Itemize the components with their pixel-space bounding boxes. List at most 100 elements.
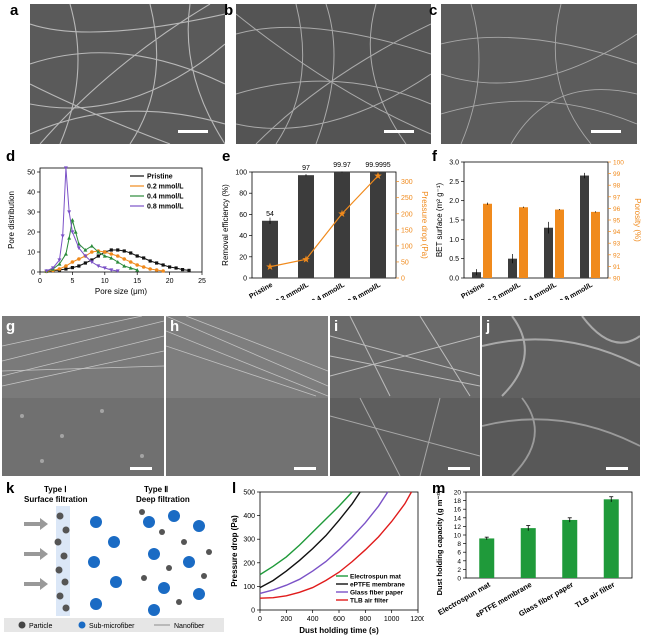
data-point: [103, 250, 107, 254]
legend-nanofiber: Nanofiber: [174, 623, 205, 630]
data-point: [109, 252, 114, 256]
x-tick-label: 0.2 mmol/L: [487, 281, 523, 300]
data-point: [129, 251, 133, 255]
y-tick-label: 8: [457, 541, 461, 548]
data-point: [122, 257, 127, 261]
y-tick-label: 6: [457, 550, 461, 557]
legend-label: 0.8 mmol/L: [147, 204, 184, 211]
y-tick-label: 0: [251, 608, 255, 615]
x-tick-label: 10: [101, 278, 109, 285]
x-tick-label: 0.2 mmol/L: [275, 281, 311, 300]
panel-label-c: c: [429, 2, 438, 19]
bar: [334, 172, 350, 278]
y2-tick-label: 150: [401, 227, 413, 234]
panel-label-b: b: [224, 2, 234, 19]
y2-tick-label: 250: [401, 195, 413, 202]
scale-bar: [294, 467, 316, 470]
data-point: [102, 254, 107, 258]
scale-bar: [448, 467, 470, 470]
type1-title: Type Ⅰ: [44, 485, 67, 494]
sem-image-c: [441, 4, 637, 144]
data-point: [115, 260, 120, 264]
pressure-point: [374, 171, 382, 180]
y-tick-label: 2.5: [449, 179, 459, 186]
series-line: [259, 491, 413, 599]
filtration-schematic: Type Ⅰ Surface filtration Type Ⅱ Deep fi…: [4, 485, 224, 632]
series-line: [46, 167, 118, 272]
data-point: [70, 260, 75, 264]
x-tick-label: 1000: [384, 616, 400, 623]
bar: [603, 499, 619, 578]
x-tick-label: 20: [166, 278, 174, 285]
data-point: [83, 248, 88, 252]
series-line: [259, 491, 361, 589]
y2-tick-label: 200: [401, 211, 413, 218]
bar-bet: [508, 258, 517, 278]
data-point: [50, 266, 55, 270]
data-point: [102, 266, 107, 270]
y-tick-label: 0.5: [449, 256, 459, 263]
x-tick-label: Pristine: [460, 282, 486, 300]
panel-label-k: k: [6, 480, 15, 497]
data-point: [89, 260, 94, 264]
bar: [262, 220, 278, 278]
x-tick-label: 0: [258, 616, 262, 623]
data-point: [115, 269, 120, 273]
data-point: [122, 249, 126, 253]
x-tick-label: 600: [333, 616, 345, 623]
y-tick-label: 1.5: [449, 218, 459, 225]
x-tick-label: 0.4 mmol/L: [311, 281, 347, 300]
data-point: [128, 260, 133, 264]
y-axis-label: Dust holding capacity (g m⁻²): [435, 490, 444, 595]
legend-label: TLB air filter: [350, 598, 389, 605]
data-point: [77, 264, 81, 268]
bar-bet: [544, 227, 553, 278]
legend-label: 0.4 mmol/L: [147, 194, 184, 201]
data-point: [63, 166, 68, 170]
y-axis-label: Pore distribution: [7, 191, 16, 249]
data-point: [168, 265, 172, 269]
scale-bar: [130, 467, 152, 470]
data-point: [154, 268, 159, 272]
y-tick-label: 1.0: [449, 237, 459, 244]
fiber-texture: [166, 316, 328, 476]
y-tick-label: 400: [243, 513, 255, 520]
legend-sub-microfiber: Sub-microfiber: [89, 623, 135, 630]
y-tick-label: 100: [243, 584, 255, 591]
x-tick-label: 0.8 mmol/L: [559, 281, 595, 300]
data-point: [70, 218, 75, 222]
y-tick-label: 20: [27, 230, 35, 237]
y-tick-label: 3.0: [449, 160, 459, 167]
data-point: [187, 268, 191, 272]
y2-tick-label: 90: [613, 276, 621, 283]
data-point: [122, 264, 127, 268]
data-point: [57, 258, 62, 262]
y-tick-label: 300: [243, 537, 255, 544]
data-point: [148, 267, 152, 271]
data-point: [57, 267, 62, 271]
scale-bar: [591, 130, 621, 133]
data-point: [67, 210, 72, 214]
type2-diagram: [139, 509, 212, 616]
y2-tick-label: 300: [401, 179, 413, 186]
panel-label-f: f: [432, 148, 437, 165]
panel-label-e: e: [222, 148, 231, 165]
y2-tick-label: 93: [613, 241, 621, 248]
y-tick-label: 12: [454, 524, 462, 531]
legend-particle: Particle: [29, 623, 52, 630]
type1-diagram: [24, 506, 122, 616]
data-point: [63, 252, 68, 256]
data-point: [155, 261, 159, 265]
fiber-texture: [482, 316, 640, 476]
y-tick-label: 14: [454, 515, 462, 522]
scale-bar: [178, 130, 208, 133]
data-point: [148, 259, 152, 263]
data-point: [135, 254, 139, 258]
y2-tick-label: 98: [613, 183, 621, 190]
data-point: [141, 265, 146, 269]
y-tick-label: 10: [454, 533, 462, 540]
data-point: [57, 262, 62, 266]
legend-label: 0.2 mmol/L: [147, 184, 184, 191]
data-point: [161, 269, 165, 273]
y-tick-label: 30: [27, 210, 35, 217]
